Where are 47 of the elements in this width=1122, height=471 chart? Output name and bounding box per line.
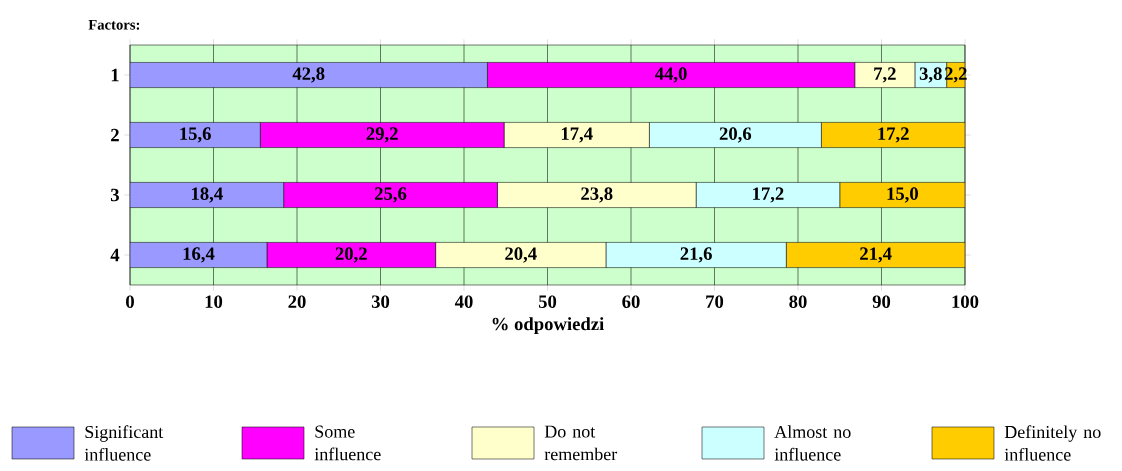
x-tick-label: 90 <box>872 295 891 308</box>
x-tick-label: 20 <box>288 295 306 308</box>
x-tick-label: 70 <box>706 295 724 308</box>
bar <box>130 62 488 88</box>
y-tick-label: 1 <box>111 68 119 82</box>
bar <box>821 122 965 148</box>
x-tick-label: 30 <box>371 295 390 308</box>
legend-label: Do not remember <box>544 425 618 461</box>
data-label: 20,2 <box>335 247 367 263</box>
bar <box>130 242 268 268</box>
data-label: 7,2 <box>874 67 896 83</box>
data-label: 15,6 <box>180 127 211 143</box>
y-tick-label: 3 <box>110 188 119 202</box>
x-tick-label: 10 <box>205 295 223 308</box>
data-label: 42,8 <box>292 67 325 83</box>
x-tick-label: 50 <box>538 295 557 308</box>
data-label: 44,0 <box>655 67 687 83</box>
x-tick-label: 80 <box>789 295 807 308</box>
x-tick-label: 100 <box>952 295 979 308</box>
data-label: 3,8 <box>919 67 942 83</box>
data-label: 29,2 <box>366 127 398 143</box>
data-label: 21,6 <box>680 247 712 263</box>
data-label: 18,4 <box>192 187 223 203</box>
y-axis-title: Factors: <box>88 19 140 30</box>
x-tick-label: 40 <box>454 295 473 308</box>
y-tick-label: 2 <box>111 128 119 142</box>
legend-label: Significant influence <box>84 425 164 461</box>
data-label: 20,4 <box>505 247 537 263</box>
data-label: 17,4 <box>561 127 593 143</box>
legend-label: Definitely no influence <box>1004 425 1101 461</box>
bar <box>130 182 284 208</box>
x-tick-label: 60 <box>622 295 640 308</box>
y-tick-label: 4 <box>110 248 120 262</box>
bar <box>839 182 965 208</box>
data-label: 21,4 <box>860 247 892 263</box>
legend-label: Almost no influence <box>774 425 851 461</box>
x-tick-label: 0 <box>126 295 134 308</box>
data-label: 17,2 <box>753 187 784 203</box>
data-label: 20,6 <box>719 127 752 143</box>
bar <box>786 242 965 268</box>
data-label: 25,6 <box>374 187 407 203</box>
data-label: 15,0 <box>887 187 918 203</box>
x-axis-title: % odpowiedzi <box>492 317 604 335</box>
data-label: 16,4 <box>183 247 215 263</box>
data-label: 23,8 <box>581 187 613 203</box>
legend-label: Some influence <box>314 425 381 461</box>
data-label: 17,2 <box>878 127 909 143</box>
